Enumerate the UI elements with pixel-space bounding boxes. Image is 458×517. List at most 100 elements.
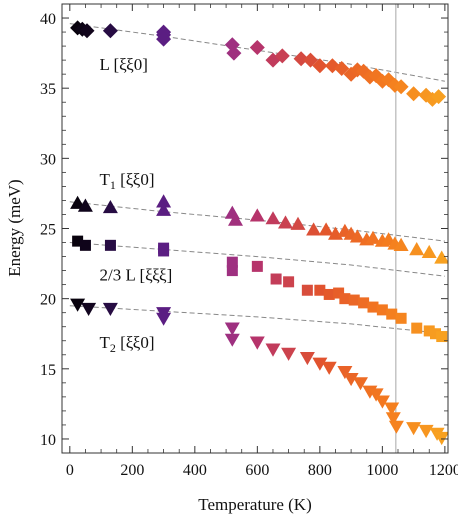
data-point-triangle-up [290,216,306,230]
data-point-triangle-down [384,402,400,416]
data-point-square [348,294,360,306]
data-markers [70,20,448,446]
y-axis-ticks: 10 15 20 25 30 35 40 [40,11,448,449]
data-point-triangle-up [318,222,334,236]
data-point-square [358,297,370,309]
data-point-triangle-down [406,422,422,436]
series-label: L [ξξ0] [100,55,148,74]
x-tick-label: 400 [183,462,207,479]
data-point-triangle-up [278,215,293,229]
data-point-diamond [406,86,422,102]
data-point-triangle-down [70,298,86,312]
data-point-triangle-down [102,302,118,316]
x-tick-label: 800 [308,462,332,479]
data-point-diamond [393,79,409,95]
y-tick-label: 40 [40,11,56,28]
data-point-triangle-up [70,195,86,209]
data-point-triangle-down [299,352,315,366]
x-tick-label: 200 [120,462,144,479]
data-point-triangle-up [77,198,93,212]
data-point-triangle-up [228,212,243,226]
data-point-triangle-down [388,420,404,434]
data-point-diamond [156,31,172,47]
data-point-triangle-down [224,322,240,336]
data-point-triangle-up [409,242,425,256]
x-tick-label: 600 [245,462,269,479]
data-point-diamond [312,58,328,74]
data-point-triangle-down [368,388,384,402]
data-point-square [436,331,448,343]
y-tick-label: 35 [40,81,56,98]
data-point-triangle-up [265,211,281,225]
data-point-square [226,256,238,268]
series-label: T1 [ξξ0] [100,170,155,192]
data-point-triangle-down [281,347,297,361]
data-point-diamond [249,40,265,55]
data-point-triangle-down [353,377,368,391]
fit-line [69,242,445,277]
data-point-triangle-up [349,229,365,243]
data-point-triangle-up [156,194,172,208]
data-point-diamond [431,89,447,105]
fit-line [69,23,445,82]
data-point-triangle-down [418,424,434,439]
x-axis-ticks: 0 200 400 600 800 1000 1200 [66,4,458,479]
data-point-triangle-up [434,250,448,264]
data-point-square [339,293,351,305]
data-point-diamond [334,61,350,76]
data-point-square [376,304,388,316]
data-point-square [333,287,345,299]
data-point-square [251,260,263,272]
x-axis-label: Temperature (K) [198,495,312,514]
data-point-diamond [79,23,95,39]
data-point-diamond [226,45,242,61]
data-point-triangle-down [156,312,172,326]
y-tick-label: 10 [40,432,56,449]
y-tick-label: 30 [40,151,56,168]
data-point-square [301,284,313,296]
data-point-square [367,301,379,313]
data-point-square [72,235,84,247]
data-point-triangle-up [393,237,409,251]
data-point-triangle-down [265,343,281,357]
data-point-triangle-down [385,412,401,426]
data-point-square [226,265,238,277]
series-label: 2/3 L [ξξξ] [100,265,173,284]
data-point-triangle-down [337,366,353,380]
fit-line [69,305,445,335]
data-point-triangle-down [312,357,328,371]
data-point-square [386,308,398,320]
data-point-triangle-down [321,361,337,375]
data-point-square [395,312,407,324]
x-tick-label: 1000 [366,462,398,479]
data-point-triangle-down [343,373,359,387]
x-tick-label: 1200 [429,462,458,479]
y-tick-label: 20 [40,292,56,309]
data-point-triangle-up [102,200,118,214]
data-point-triangle-up [421,244,437,258]
y-tick-label: 15 [40,362,56,379]
data-point-square [314,284,326,296]
data-point-triangle-down [81,302,97,316]
data-point-square [429,328,441,340]
data-point-square [283,276,295,288]
data-point-triangle-up [306,222,322,236]
y-axis-label: Energy (meV) [5,179,24,276]
data-point-triangle-up [249,208,265,222]
data-point-triangle-up [156,202,172,216]
data-point-square [323,288,335,300]
data-point-square [79,239,91,251]
data-point-square [270,273,282,285]
data-point-square [411,322,423,334]
series-labels: L [ξξ0] T1 [ξξ0] 2/3 L [ξξξ] T2 [ξξ0] [100,55,173,355]
data-point-square [158,245,170,257]
data-point-diamond [102,23,118,39]
y-tick-label: 25 [40,222,56,239]
data-point-triangle-down [224,333,240,347]
series-label: T2 [ξξ0] [100,333,155,355]
data-point-diamond [293,51,309,67]
data-point-square [423,325,435,337]
x-tick-label: 0 [66,462,74,479]
data-point-triangle-down [374,395,390,409]
